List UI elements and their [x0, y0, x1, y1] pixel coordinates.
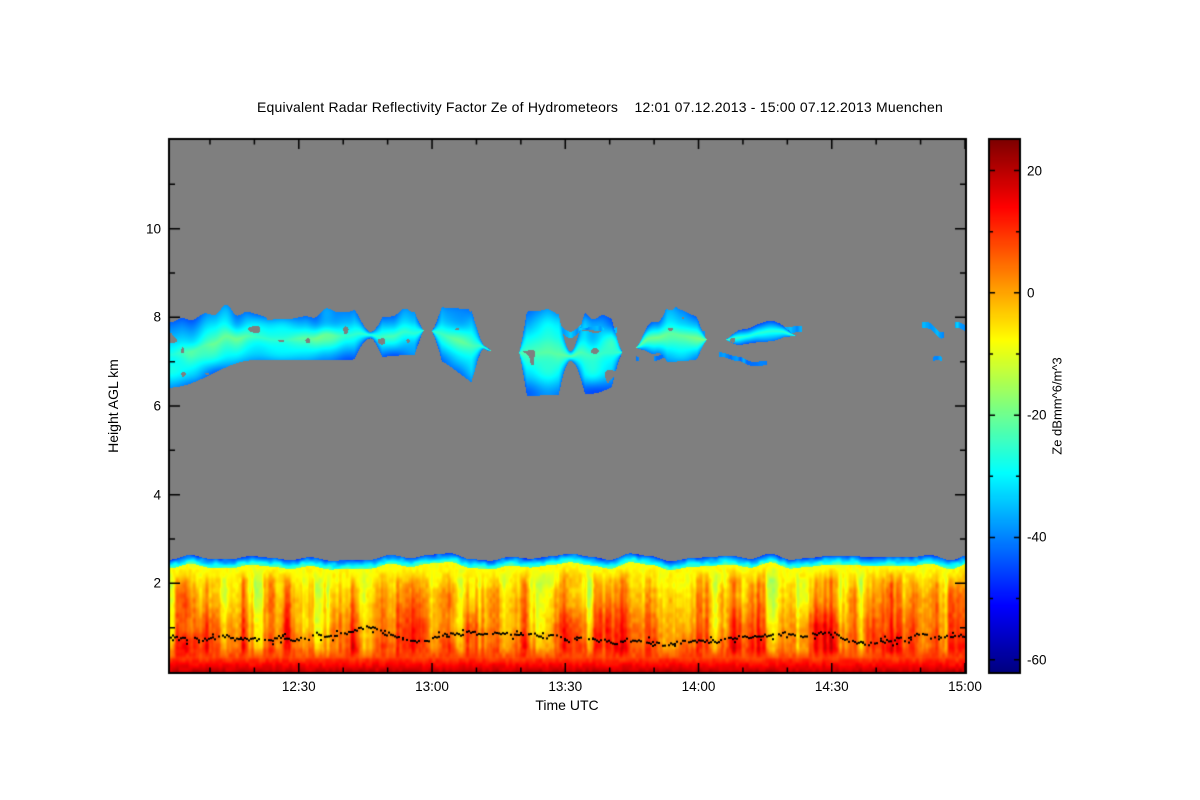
y-tick-label: 4 [153, 487, 161, 503]
y-tick-label: 6 [153, 398, 161, 414]
colorbar-tick-label: -60 [1027, 652, 1047, 668]
x-tick-label: 14:00 [681, 679, 716, 694]
x-tick-label: 12:30 [281, 679, 316, 694]
x-tick-label: 14:30 [814, 679, 849, 694]
colorbar-label: Ze dBmm^6/m^3 [1049, 357, 1065, 455]
x-tick-label: 13:30 [548, 679, 583, 694]
x-tick-label: 13:00 [415, 679, 449, 694]
chart-title: Equivalent Radar Reflectivity Factor Ze … [257, 99, 943, 115]
x-axis-label: Time UTC [535, 697, 599, 713]
y-tick-label: 2 [153, 575, 161, 591]
colorbar-tick-label: 20 [1027, 163, 1043, 179]
colorbar-tick-label: -20 [1027, 407, 1047, 423]
x-tick-label: 15:00 [948, 679, 982, 694]
y-axis-label: Height AGL km [105, 359, 121, 453]
y-tick-label: 8 [153, 309, 161, 325]
colorbar-tick-label: -40 [1027, 529, 1047, 545]
y-tick-label: 10 [145, 221, 161, 237]
colorbar-tick-label: 0 [1027, 285, 1035, 301]
